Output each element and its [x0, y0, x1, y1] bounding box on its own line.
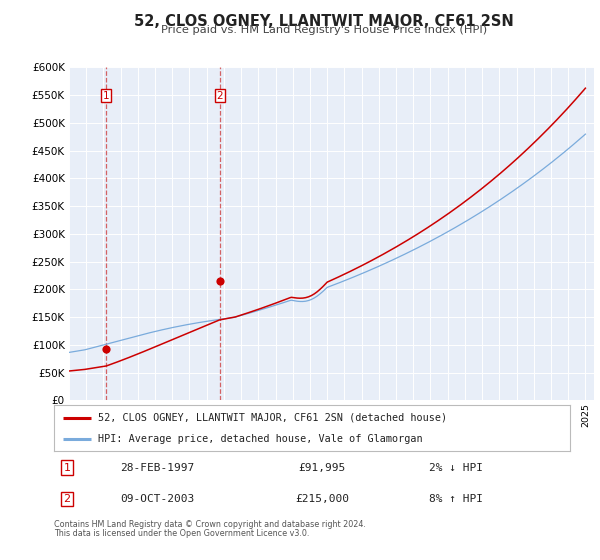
- Text: This data is licensed under the Open Government Licence v3.0.: This data is licensed under the Open Gov…: [54, 529, 310, 538]
- Point: [215, 277, 225, 286]
- Text: 2% ↓ HPI: 2% ↓ HPI: [430, 463, 484, 473]
- Text: HPI: Average price, detached house, Vale of Glamorgan: HPI: Average price, detached house, Vale…: [98, 435, 422, 444]
- Text: 2: 2: [64, 494, 70, 504]
- Text: 09-OCT-2003: 09-OCT-2003: [120, 494, 194, 504]
- Text: 1: 1: [64, 463, 70, 473]
- Text: 1: 1: [103, 91, 110, 101]
- Text: Price paid vs. HM Land Registry's House Price Index (HPI): Price paid vs. HM Land Registry's House …: [161, 25, 487, 35]
- Point: [101, 345, 111, 354]
- Text: 52, CLOS OGNEY, LLANTWIT MAJOR, CF61 2SN (detached house): 52, CLOS OGNEY, LLANTWIT MAJOR, CF61 2SN…: [98, 413, 447, 423]
- Text: £91,995: £91,995: [299, 463, 346, 473]
- Text: 2: 2: [217, 91, 223, 101]
- Text: 28-FEB-1997: 28-FEB-1997: [120, 463, 194, 473]
- Text: £215,000: £215,000: [295, 494, 349, 504]
- Text: Contains HM Land Registry data © Crown copyright and database right 2024.: Contains HM Land Registry data © Crown c…: [54, 520, 366, 529]
- Text: 52, CLOS OGNEY, LLANTWIT MAJOR, CF61 2SN: 52, CLOS OGNEY, LLANTWIT MAJOR, CF61 2SN: [134, 14, 514, 29]
- Text: 8% ↑ HPI: 8% ↑ HPI: [430, 494, 484, 504]
